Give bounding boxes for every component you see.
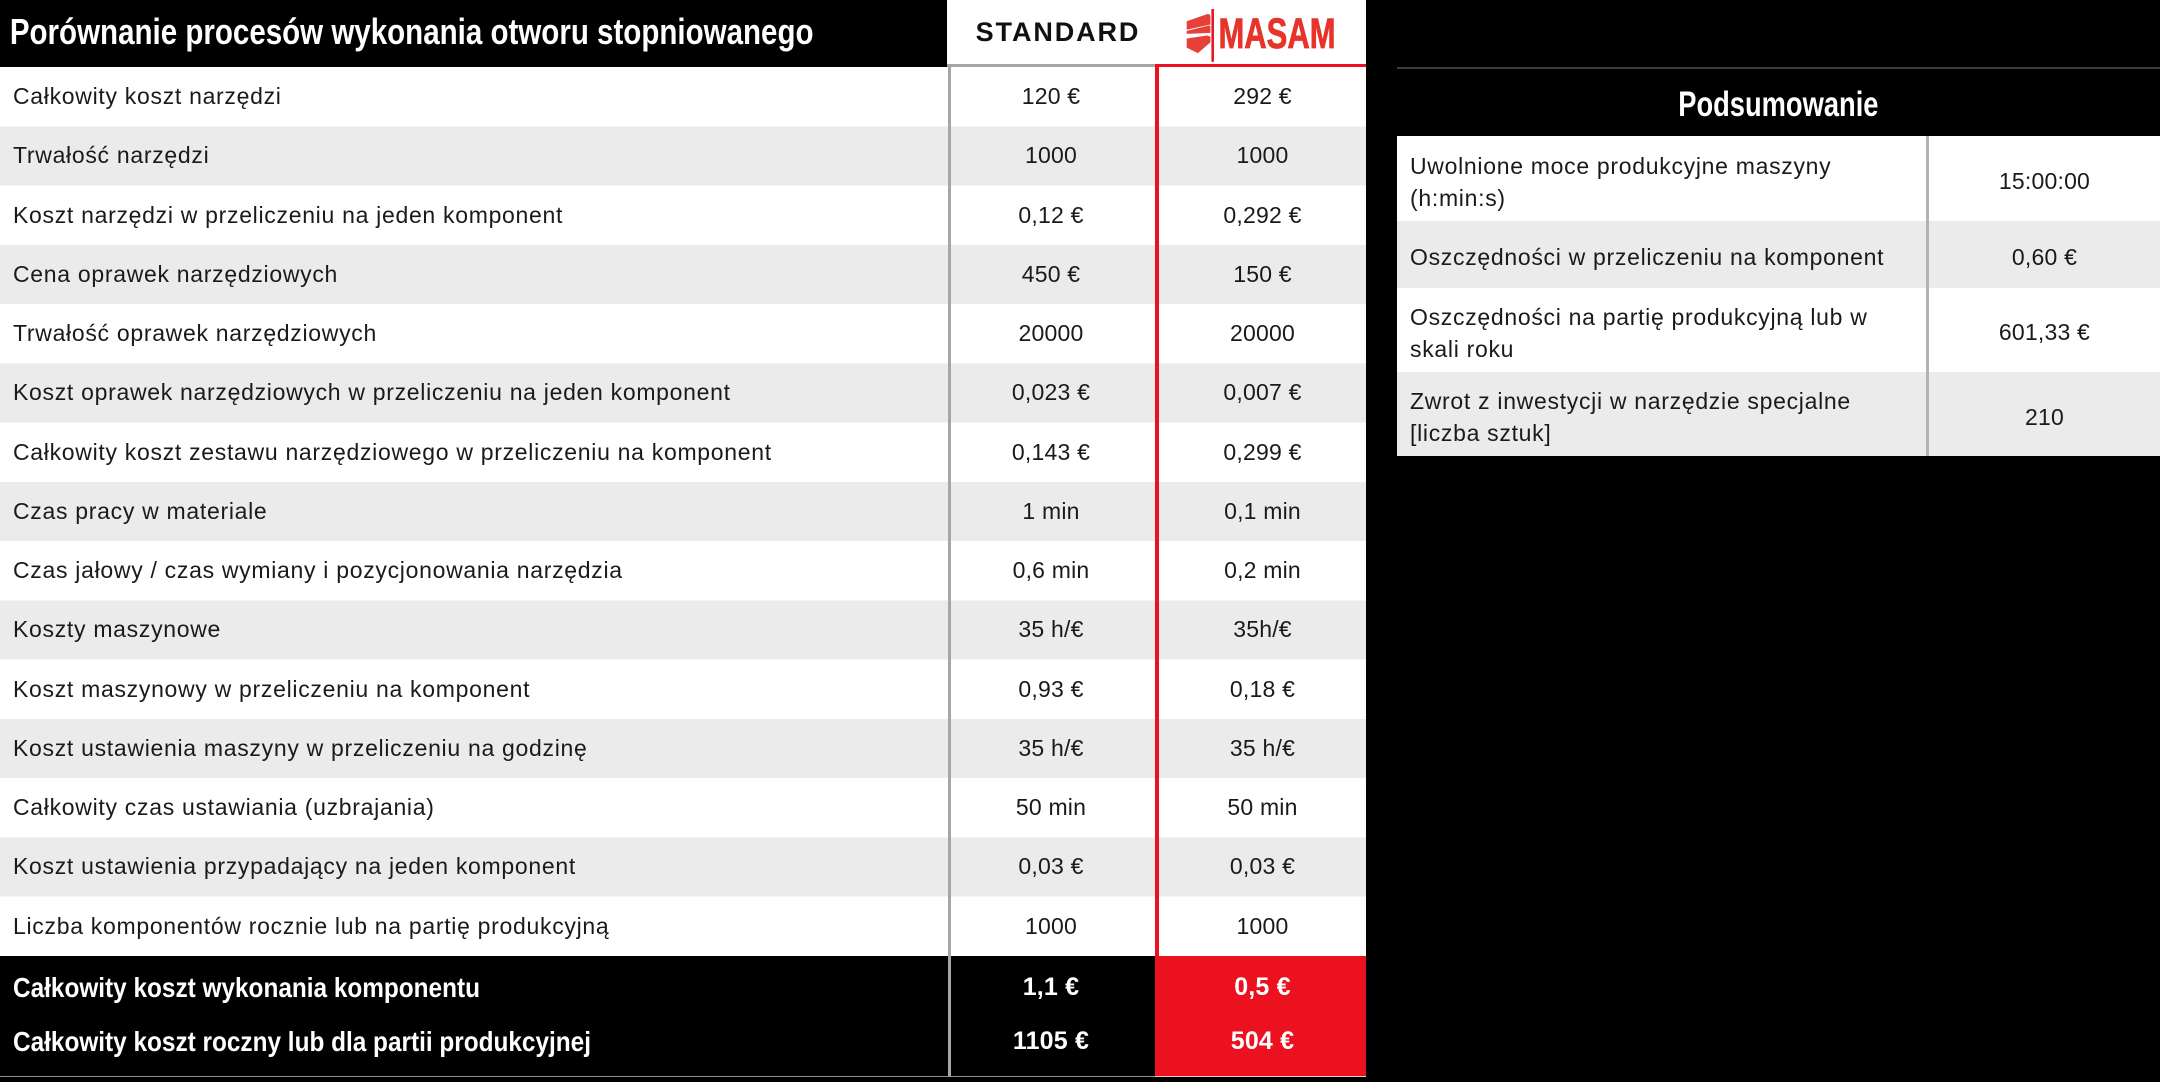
svg-text:MASAM: MASAM (1219, 10, 1336, 58)
